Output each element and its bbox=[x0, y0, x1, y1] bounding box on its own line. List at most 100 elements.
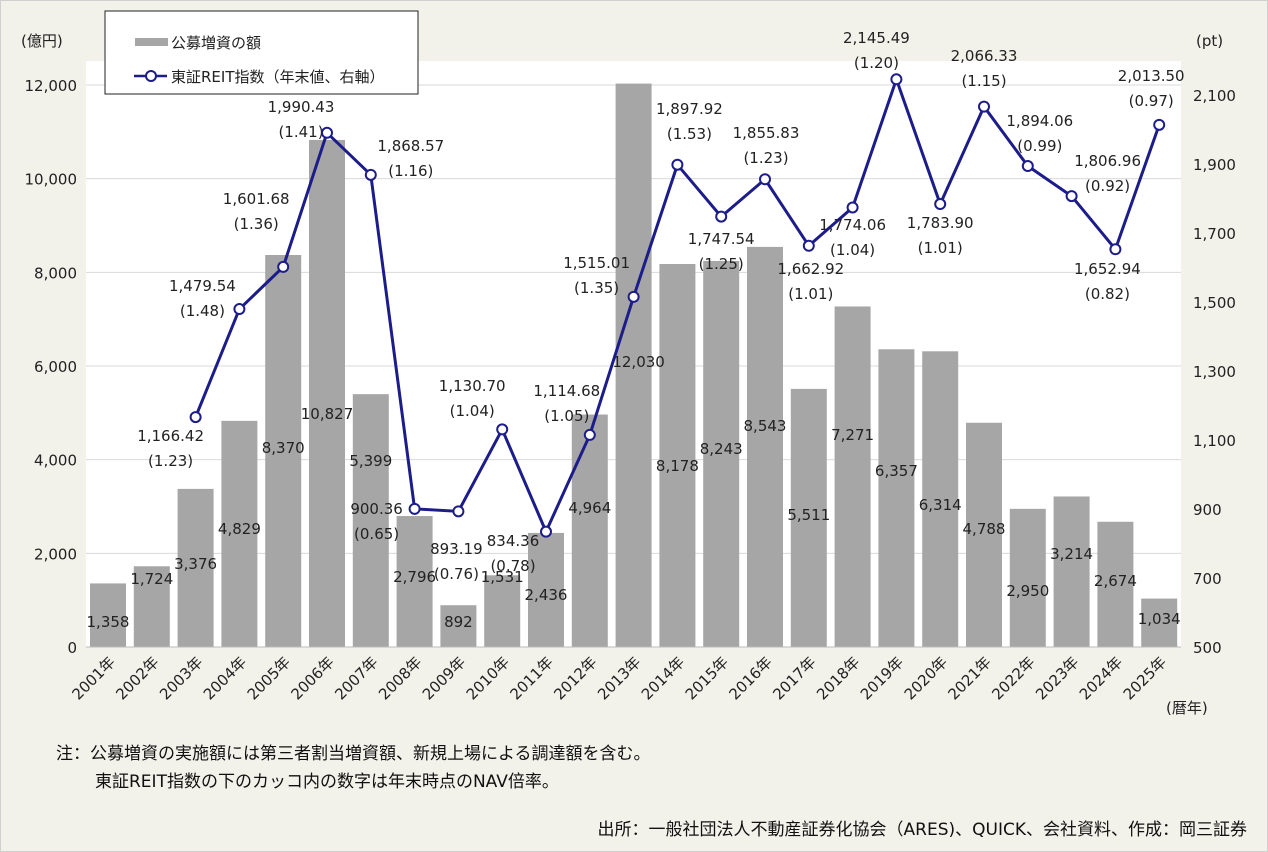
right-tick-label: 1,900 bbox=[1193, 156, 1236, 174]
nav-ratio-label: (1.23) bbox=[743, 149, 788, 167]
x-tick-label: 2025年 bbox=[1120, 653, 1170, 703]
reit-value-label: 1,774.06 bbox=[819, 216, 886, 234]
reit-index-marker bbox=[408, 502, 421, 515]
bar bbox=[265, 255, 302, 647]
bar bbox=[1097, 521, 1134, 647]
bar-data-label: 3,214 bbox=[1050, 545, 1093, 563]
x-tick-label: 2017年 bbox=[769, 653, 819, 703]
bar bbox=[221, 420, 258, 647]
x-tick-label: 2023年 bbox=[1032, 653, 1082, 703]
nav-ratio-label: (1.25) bbox=[699, 255, 744, 273]
left-tick-label: 6,000 bbox=[34, 358, 77, 376]
reit-index-marker bbox=[1153, 118, 1166, 131]
x-tick-label: 2006年 bbox=[287, 653, 337, 703]
bar-data-label: 6,314 bbox=[919, 496, 962, 514]
reit-value-label: 900.36 bbox=[350, 500, 403, 518]
legend-bar-swatch bbox=[135, 38, 168, 46]
right-tick-label: 500 bbox=[1193, 639, 1222, 657]
nav-ratio-label: (1.15) bbox=[961, 72, 1006, 90]
bar bbox=[90, 583, 126, 647]
legend-bar-label: 公募増資の額 bbox=[171, 34, 261, 52]
reit-index-marker bbox=[671, 158, 684, 171]
bar bbox=[528, 532, 564, 647]
left-tick-label: 12,000 bbox=[25, 77, 78, 95]
bar-data-label: 2,674 bbox=[1094, 572, 1137, 590]
nav-ratio-label: (0.78) bbox=[490, 557, 535, 575]
reit-value-label: 1,806.96 bbox=[1074, 152, 1141, 170]
reit-index-marker bbox=[802, 239, 815, 252]
bar bbox=[352, 394, 389, 647]
bar bbox=[747, 246, 783, 647]
x-tick-label: 2001年 bbox=[68, 653, 118, 703]
left-tick-label: 4,000 bbox=[34, 452, 77, 470]
nav-ratio-label: (0.99) bbox=[1017, 137, 1062, 155]
x-tick-label: 2019年 bbox=[857, 653, 907, 703]
bar-data-label: 8,543 bbox=[744, 417, 787, 435]
legend-line-label: 東証REIT指数（年末値、右軸） bbox=[171, 68, 385, 86]
x-tick-label: 2009年 bbox=[419, 653, 469, 703]
reit-index-marker bbox=[715, 210, 728, 223]
nav-ratio-label: (1.05) bbox=[544, 407, 589, 425]
reit-value-label: 1,662.92 bbox=[777, 260, 844, 278]
reit-value-label: 1,601.68 bbox=[223, 190, 290, 208]
bar-data-label: 3,376 bbox=[174, 555, 217, 573]
nav-ratio-label: (1.01) bbox=[788, 285, 833, 303]
reit-index-marker bbox=[846, 201, 859, 214]
reit-index-marker bbox=[452, 505, 465, 518]
reit-index-marker bbox=[759, 173, 771, 186]
reit-value-label: 1,515.01 bbox=[563, 254, 630, 272]
x-tick-label: 2007年 bbox=[331, 653, 381, 703]
x-tick-label: 2010年 bbox=[463, 653, 513, 703]
x-tick-label: 2004年 bbox=[200, 653, 250, 703]
right-tick-label: 1,100 bbox=[1193, 432, 1236, 450]
reit-index-marker bbox=[1021, 160, 1034, 173]
bar-data-label: 4,964 bbox=[568, 499, 611, 517]
reit-value-label: 1,747.54 bbox=[688, 230, 755, 248]
bar bbox=[922, 351, 959, 647]
nav-ratio-label: (1.23) bbox=[148, 452, 193, 470]
reit-index-marker bbox=[978, 100, 990, 113]
legend-line-marker bbox=[145, 70, 157, 82]
x-tick-label: 2020年 bbox=[901, 653, 951, 703]
bar-data-label: 892 bbox=[444, 613, 473, 631]
bar bbox=[1009, 508, 1046, 647]
reit-index-marker bbox=[364, 168, 377, 181]
reit-value-label: 1,479.54 bbox=[169, 277, 236, 295]
reit-index-marker bbox=[189, 411, 202, 424]
bar bbox=[177, 488, 214, 647]
x-tick-label: 2021年 bbox=[944, 653, 994, 703]
right-tick-label: 700 bbox=[1193, 570, 1222, 588]
note-line-2: 東証REIT指数の下のカッコ内の数字は年末時点のNAV倍率。 bbox=[95, 772, 559, 792]
bar bbox=[615, 83, 652, 648]
left-tick-label: 10,000 bbox=[25, 171, 78, 189]
right-tick-label: 1,500 bbox=[1193, 294, 1236, 312]
bar-data-label: 5,511 bbox=[787, 506, 830, 524]
nav-ratio-label: (1.04) bbox=[450, 402, 495, 420]
bar-data-label: 2,796 bbox=[393, 568, 436, 586]
reit-value-label: 1,894.06 bbox=[1006, 112, 1073, 130]
nav-ratio-label: (1.48) bbox=[180, 302, 225, 320]
bar-data-label: 10,827 bbox=[301, 405, 354, 423]
x-tick-label: 2011年 bbox=[506, 653, 556, 703]
bar-data-label: 6,357 bbox=[875, 462, 918, 480]
nav-ratio-label: (1.36) bbox=[234, 215, 279, 233]
reit-value-label: 1,783.90 bbox=[907, 214, 974, 232]
bar bbox=[1141, 598, 1178, 647]
nav-ratio-label: (1.04) bbox=[830, 241, 875, 259]
reit-value-label: 1,130.70 bbox=[439, 377, 506, 395]
reit-index-marker bbox=[540, 525, 552, 538]
bar-data-label: 2,950 bbox=[1006, 582, 1049, 600]
right-tick-label: 900 bbox=[1193, 501, 1222, 519]
nav-ratio-label: (1.01) bbox=[918, 239, 963, 257]
x-tick-label: 2018年 bbox=[813, 653, 863, 703]
left-tick-label: 8,000 bbox=[34, 264, 77, 282]
bar-data-label: 2,436 bbox=[525, 586, 568, 604]
nav-ratio-label: (1.41) bbox=[278, 123, 323, 141]
x-tick-label: 2014年 bbox=[638, 653, 688, 703]
legend-box bbox=[104, 10, 419, 95]
bar bbox=[878, 349, 915, 647]
nav-ratio-label: (1.53) bbox=[667, 125, 712, 143]
bar-data-label: 1,531 bbox=[481, 568, 524, 586]
